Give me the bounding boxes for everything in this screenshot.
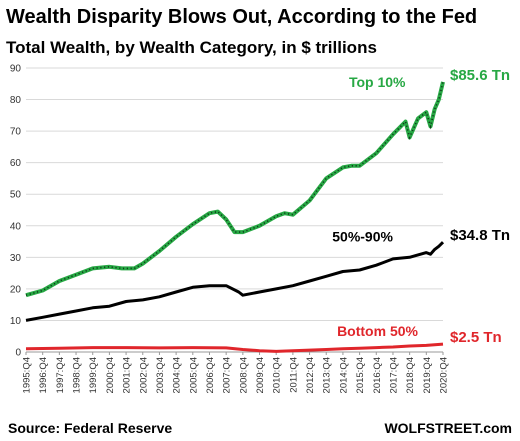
x-tick-label: 2004:Q4	[172, 357, 183, 393]
series-end-label: $85.6 Tn	[450, 67, 510, 84]
x-tick-label: 2006:Q4	[205, 357, 216, 393]
y-tick-label: 80	[10, 95, 22, 106]
y-tick-label: 40	[10, 221, 22, 232]
x-tick-label: 2010:Q4	[272, 357, 283, 393]
x-tick-label: 2017:Q4	[388, 357, 399, 393]
series-name-label: Bottom 50%	[337, 323, 418, 339]
grid-lines	[26, 67, 443, 353]
x-tick-label: 2018:Q4	[405, 357, 416, 393]
x-tick-label: 1998:Q4	[72, 357, 83, 393]
x-axis-ticks: 1995:Q4 1996:Q4 1997:Q4 1998:Q4 1999:Q4 2000:…	[22, 352, 450, 393]
chart-subtitle: Total Wealth, by Wealth Category, in $ t…	[6, 38, 377, 57]
x-tick-label: 2002:Q4	[138, 357, 149, 393]
x-tick-label: 2020:Q4	[439, 357, 450, 393]
x-tick-label: 2015:Q4	[355, 357, 366, 393]
series-line-50-90	[25, 241, 445, 322]
series-name-label: 50%-90%	[332, 229, 393, 245]
x-tick-label: 1996:Q4	[38, 357, 49, 393]
x-tick-label: 2000:Q4	[105, 357, 116, 393]
x-tick-label: 2001:Q4	[122, 357, 133, 393]
y-tick-label: 30	[10, 253, 22, 264]
x-tick-label: 2014:Q4	[338, 357, 349, 393]
y-tick-label: 70	[10, 127, 22, 138]
x-tick-label: 2003:Q4	[155, 357, 166, 393]
series-end-label: $2.5 Tn	[450, 329, 502, 346]
series-lines	[25, 81, 445, 353]
x-tick-label: 2007:Q4	[222, 357, 233, 393]
x-tick-label: 1995:Q4	[22, 357, 33, 393]
series-line-bottom-50	[25, 342, 444, 353]
y-tick-label: 50	[10, 190, 22, 201]
x-tick-label: 2019:Q4	[422, 357, 433, 393]
x-tick-label: 1997:Q4	[55, 357, 66, 393]
y-tick-label: 90	[10, 64, 22, 75]
x-tick-label: 1999:Q4	[88, 357, 99, 393]
y-axis-ticks: 0 10 20 30 40 50 60 70 80 90	[10, 64, 22, 359]
y-tick-label: 10	[10, 316, 22, 327]
y-tick-label: 60	[10, 158, 22, 169]
source-note: Source: Federal Reserve	[8, 420, 173, 436]
x-tick-label: 2013:Q4	[322, 357, 333, 393]
series-line-top-10-dots	[25, 81, 444, 296]
series-labels: Top 10% $85.6 Tn 50%-90% $34.8 Tn Bottom 50%…	[332, 67, 510, 346]
x-tick-label: 2016:Q4	[372, 357, 383, 393]
chart-title: Wealth Disparity Blows Out, According to…	[6, 6, 478, 28]
x-tick-label: 2009:Q4	[255, 357, 266, 393]
y-tick-label: 0	[15, 348, 21, 359]
x-tick-label: 2005:Q4	[188, 357, 199, 393]
x-tick-label: 2011:Q4	[288, 357, 299, 393]
series-name-label: Top 10%	[349, 74, 406, 90]
series-end-label: $34.8 Tn	[450, 227, 510, 244]
x-tick-label: 2012:Q4	[305, 357, 316, 393]
y-tick-label: 20	[10, 284, 22, 295]
x-tick-label: 2008:Q4	[238, 357, 249, 393]
brand-watermark: WOLFSTREET.com	[384, 420, 512, 436]
